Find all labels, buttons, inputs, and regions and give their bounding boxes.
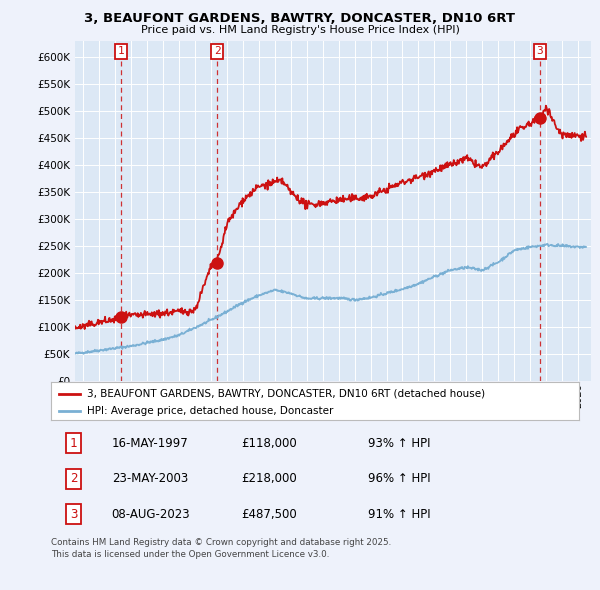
Text: 93% ↑ HPI: 93% ↑ HPI bbox=[368, 437, 430, 450]
Text: 3, BEAUFONT GARDENS, BAWTRY, DONCASTER, DN10 6RT: 3, BEAUFONT GARDENS, BAWTRY, DONCASTER, … bbox=[85, 12, 515, 25]
Text: Contains HM Land Registry data © Crown copyright and database right 2025.
This d: Contains HM Land Registry data © Crown c… bbox=[51, 538, 391, 559]
Text: 3, BEAUFONT GARDENS, BAWTRY, DONCASTER, DN10 6RT (detached house): 3, BEAUFONT GARDENS, BAWTRY, DONCASTER, … bbox=[87, 389, 485, 399]
Text: 1: 1 bbox=[118, 47, 124, 57]
Text: £487,500: £487,500 bbox=[241, 507, 297, 520]
Text: 91% ↑ HPI: 91% ↑ HPI bbox=[368, 507, 430, 520]
Text: 96% ↑ HPI: 96% ↑ HPI bbox=[368, 472, 430, 486]
Text: 23-MAY-2003: 23-MAY-2003 bbox=[112, 472, 188, 486]
Text: 2: 2 bbox=[70, 472, 77, 486]
Text: £118,000: £118,000 bbox=[241, 437, 297, 450]
Text: 2: 2 bbox=[214, 47, 220, 57]
Text: 3: 3 bbox=[70, 507, 77, 520]
Text: 1: 1 bbox=[70, 437, 77, 450]
Text: 16-MAY-1997: 16-MAY-1997 bbox=[112, 437, 188, 450]
Text: Price paid vs. HM Land Registry's House Price Index (HPI): Price paid vs. HM Land Registry's House … bbox=[140, 25, 460, 35]
Text: 08-AUG-2023: 08-AUG-2023 bbox=[112, 507, 190, 520]
Text: HPI: Average price, detached house, Doncaster: HPI: Average price, detached house, Donc… bbox=[87, 406, 333, 415]
Text: £218,000: £218,000 bbox=[241, 472, 297, 486]
Text: 3: 3 bbox=[536, 47, 543, 57]
